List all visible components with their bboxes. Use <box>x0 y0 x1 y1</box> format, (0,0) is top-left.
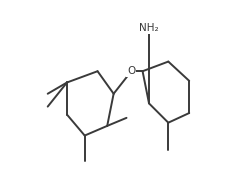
Text: NH₂: NH₂ <box>139 23 158 33</box>
Text: O: O <box>127 66 135 76</box>
